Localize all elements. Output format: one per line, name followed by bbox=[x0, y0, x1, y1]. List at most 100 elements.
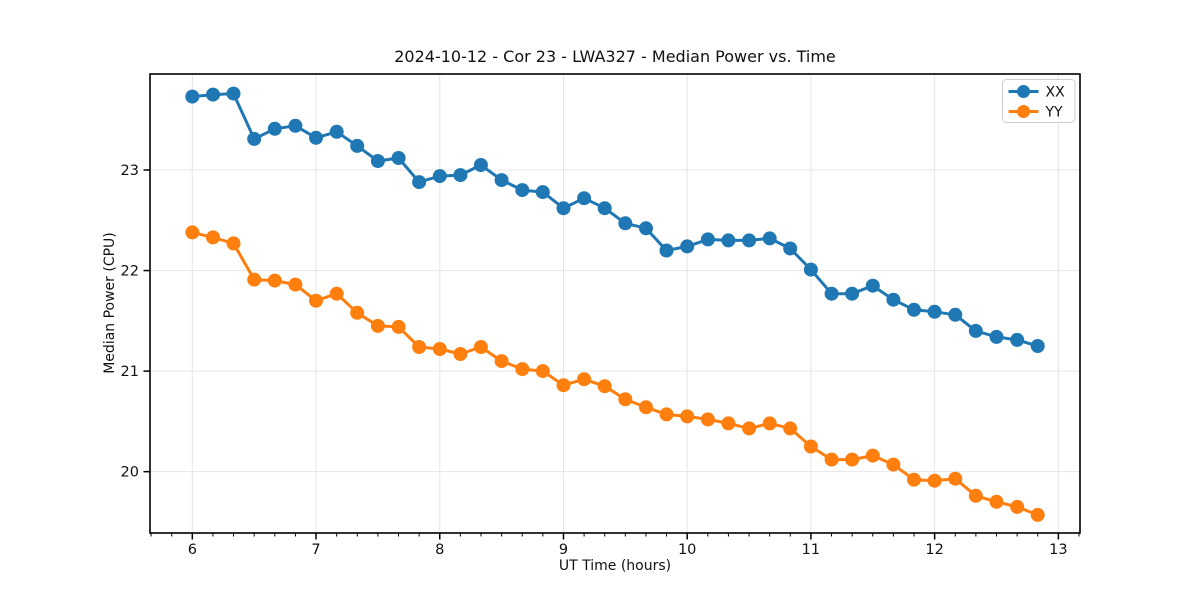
series-yy-marker bbox=[577, 372, 592, 387]
legend-label-xx: XX bbox=[1046, 85, 1066, 101]
series-xx-marker bbox=[350, 138, 365, 153]
series-yy-marker bbox=[886, 457, 901, 472]
series-yy-marker bbox=[742, 421, 757, 436]
series-yy-marker bbox=[556, 378, 571, 393]
series-xx-marker bbox=[247, 131, 262, 146]
series-xx-marker bbox=[968, 323, 983, 338]
series-yy-marker bbox=[968, 488, 983, 503]
series-xx-marker bbox=[803, 262, 818, 277]
x-tick-label: 12 bbox=[925, 542, 943, 558]
series-yy-marker bbox=[370, 318, 385, 333]
series-yy-marker bbox=[845, 452, 860, 467]
chart-title: 2024-10-12 - Cor 23 - LWA327 - Median Po… bbox=[394, 47, 836, 66]
series-yy-marker bbox=[721, 416, 736, 431]
x-tick-label: 8 bbox=[435, 542, 444, 558]
series-yy-marker bbox=[391, 319, 406, 334]
series-yy-marker bbox=[907, 472, 921, 487]
series-yy-marker bbox=[432, 342, 447, 356]
series-yy-marker bbox=[494, 354, 509, 369]
series-xx-marker bbox=[412, 175, 427, 190]
series-xx-marker bbox=[783, 241, 798, 256]
series-yy-marker bbox=[267, 273, 282, 288]
series-xx-marker bbox=[742, 233, 757, 248]
series-xx-marker bbox=[473, 158, 488, 172]
y-tick-label: 22 bbox=[121, 264, 139, 280]
legend-marker-yy bbox=[1017, 105, 1030, 118]
legend-label-yy: YY bbox=[1045, 105, 1064, 121]
series-yy-marker bbox=[288, 277, 303, 292]
series-yy-marker bbox=[989, 494, 1004, 509]
series-xx-marker bbox=[494, 173, 509, 188]
series-yy-marker bbox=[700, 412, 715, 427]
y-tick-label: 21 bbox=[121, 364, 139, 380]
plot-border bbox=[149, 73, 1081, 534]
x-tick-label: 7 bbox=[311, 542, 320, 558]
series-xx-marker bbox=[453, 168, 468, 183]
series-xx-marker bbox=[577, 191, 592, 206]
series-xx-marker bbox=[1030, 339, 1045, 353]
series-xx-marker bbox=[721, 233, 736, 248]
series-yy-marker bbox=[680, 409, 695, 424]
series-yy-marker bbox=[206, 230, 220, 245]
series-xx-marker bbox=[556, 201, 571, 216]
series-xx-marker bbox=[535, 185, 550, 200]
series-yy-marker bbox=[329, 286, 344, 301]
x-tick-label: 6 bbox=[188, 542, 197, 558]
series-xx-marker bbox=[948, 307, 963, 322]
series-yy-marker bbox=[453, 347, 468, 361]
series-xx-marker bbox=[700, 232, 715, 247]
y-tick-label: 23 bbox=[121, 163, 139, 179]
series-yy-marker bbox=[762, 416, 777, 431]
series-yy-marker bbox=[618, 392, 633, 407]
x-tick-label: 10 bbox=[678, 542, 696, 558]
series-xx-marker bbox=[659, 243, 674, 258]
series-yy-marker bbox=[659, 407, 674, 422]
series-xx-marker bbox=[597, 201, 612, 216]
series-xx-marker bbox=[845, 286, 860, 301]
series-yy-marker bbox=[865, 448, 880, 463]
series-xx-marker bbox=[886, 292, 901, 307]
x-tick-label: 11 bbox=[802, 542, 820, 558]
series-xx-marker bbox=[288, 118, 303, 133]
series-yy-marker bbox=[412, 340, 427, 354]
series-yy-marker bbox=[515, 362, 530, 377]
series-yy-marker bbox=[597, 379, 612, 394]
series-xx-marker bbox=[309, 130, 323, 145]
series-xx-marker bbox=[329, 124, 344, 139]
series-xx-marker bbox=[618, 216, 633, 231]
series-xx-marker bbox=[907, 302, 921, 317]
series-xx-marker bbox=[206, 87, 220, 102]
series-xx-marker bbox=[185, 89, 200, 104]
series-xx-marker bbox=[639, 221, 653, 236]
series-yy-marker bbox=[247, 272, 262, 287]
series-yy-marker bbox=[948, 471, 963, 486]
series-yy-marker bbox=[927, 473, 942, 488]
series-xx-marker bbox=[927, 304, 942, 319]
x-axis-label: UT Time (hours) bbox=[558, 558, 672, 574]
series-yy-marker bbox=[535, 364, 550, 379]
series-yy-marker bbox=[1030, 507, 1045, 522]
series-xx-marker bbox=[226, 86, 241, 101]
series-yy-line bbox=[191, 230, 1039, 517]
series-yy-marker bbox=[350, 305, 365, 320]
series-yy-marker bbox=[226, 236, 241, 251]
x-tick-label: 13 bbox=[1049, 542, 1067, 558]
y-tick-label: 20 bbox=[121, 465, 139, 481]
series-yy-marker bbox=[824, 452, 839, 467]
series-yy-marker bbox=[783, 421, 798, 436]
series-xx-marker bbox=[370, 154, 385, 168]
series-yy-marker bbox=[1010, 499, 1025, 514]
series-xx-marker bbox=[680, 239, 695, 254]
series-yy-marker bbox=[473, 340, 488, 354]
y-axis-label: Median Power (CPU) bbox=[102, 232, 118, 374]
series-xx-marker bbox=[515, 183, 530, 198]
series-xx-marker bbox=[762, 231, 777, 246]
series-yy-marker bbox=[639, 400, 653, 415]
series-xx-marker bbox=[267, 121, 282, 136]
series-xx-marker bbox=[865, 278, 880, 293]
series-yy-marker bbox=[185, 225, 200, 240]
legend-marker-xx bbox=[1017, 85, 1030, 98]
series-yy-marker bbox=[803, 439, 818, 454]
